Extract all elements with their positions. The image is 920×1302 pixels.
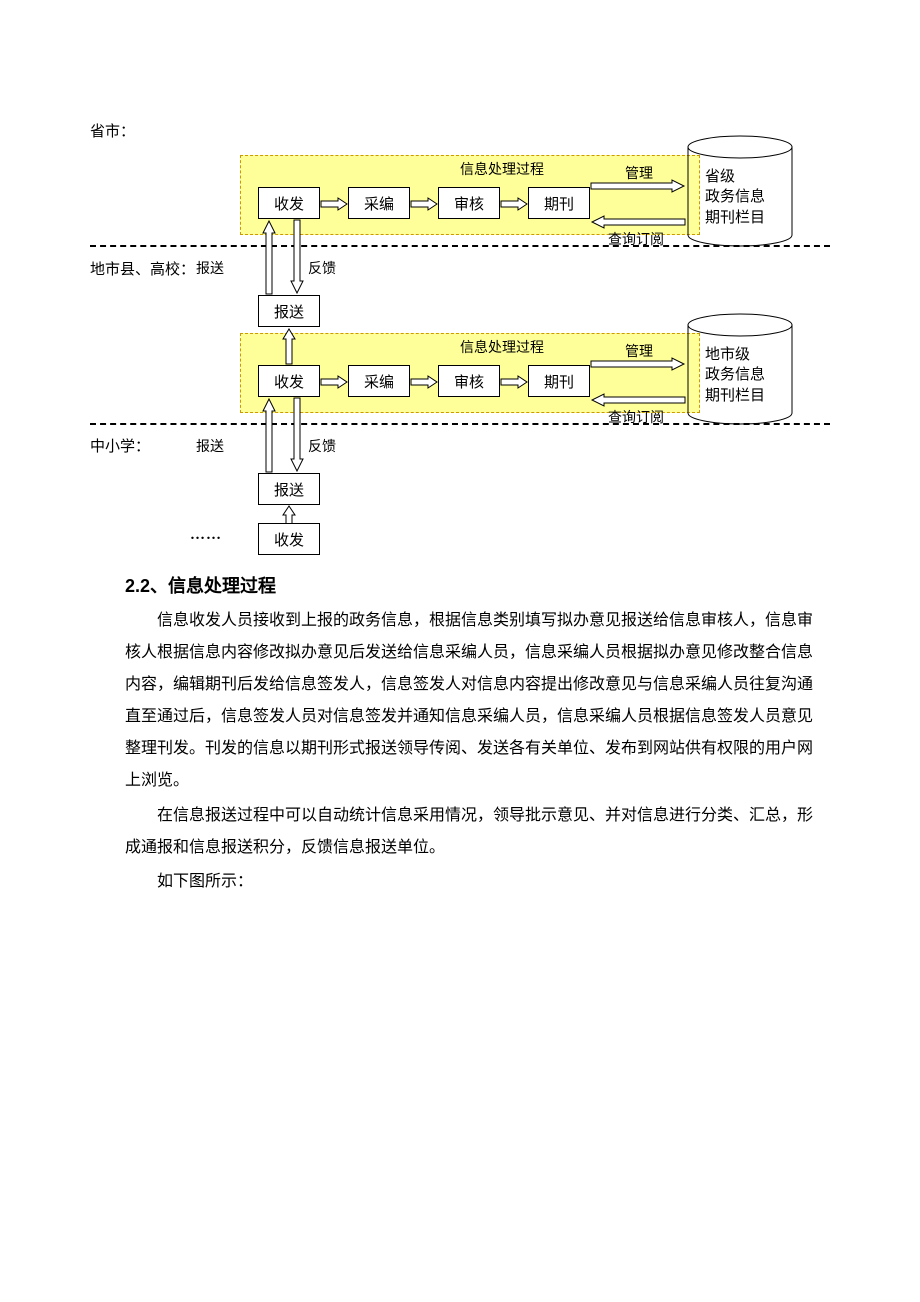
node-review-1: 审核: [438, 187, 500, 219]
arrow-icon: [410, 375, 438, 389]
dash-separator-2: [90, 423, 830, 425]
arrow-icon: [500, 375, 528, 389]
node-recv-1: 收发: [258, 187, 320, 219]
node-edit-2: 采编: [348, 365, 410, 397]
flow-diagram: 信息处理过程 收发 采编 审核 期刊 省级 政务信息 期刊栏目 管理 查询订阅: [90, 115, 830, 555]
node-periodical-1: 期刊: [528, 187, 590, 219]
arrow-icon: [320, 375, 348, 389]
arrow-up-icon: [282, 505, 296, 525]
report-label-2: 报送: [196, 436, 224, 456]
manage-label-2: 管理: [625, 341, 653, 361]
node-edit-1: 采编: [348, 187, 410, 219]
process-title-1: 信息处理过程: [460, 159, 544, 179]
manage-label-1: 管理: [625, 163, 653, 183]
section-heading: 2.2、信息处理过程: [125, 572, 276, 598]
arrow-up-icon: [262, 219, 276, 295]
report-label-1: 报送: [196, 258, 224, 278]
dash-separator-1: [90, 245, 830, 247]
db-provincial: 省级 政务信息 期刊栏目: [685, 135, 795, 250]
paragraph-1: 信息收发人员接收到上报的政务信息，根据信息类别填写拟办意见报送给信息审核人，信息…: [125, 605, 825, 797]
page: 省市： 地市县、高校： 中小学： 信息处理过程 收发 采编 审核 期刊 省级 政…: [0, 0, 920, 1302]
ellipsis: ……: [190, 527, 222, 544]
arrow-down-icon: [290, 219, 304, 295]
feedback-label-1: 反馈: [308, 258, 336, 278]
arrow-icon: [320, 197, 348, 211]
node-periodical-2: 期刊: [528, 365, 590, 397]
feedback-label-2: 反馈: [308, 436, 336, 456]
arrow-left-icon: [590, 215, 686, 229]
arrow-left-icon: [590, 393, 686, 407]
process-title-2: 信息处理过程: [460, 337, 544, 357]
arrow-up-icon: [262, 397, 276, 473]
db-city-text: 地市级 政务信息 期刊栏目: [705, 345, 765, 406]
arrow-up-icon: [282, 327, 296, 365]
db-city: 地市级 政务信息 期刊栏目: [685, 313, 795, 428]
node-submit-1: 报送: [258, 295, 320, 327]
node-review-2: 审核: [438, 365, 500, 397]
node-submit-2: 报送: [258, 473, 320, 505]
db-provincial-text: 省级 政务信息 期刊栏目: [705, 167, 765, 228]
arrow-down-icon: [290, 397, 304, 473]
paragraph-3: 如下图所示：: [125, 866, 825, 898]
arrow-icon: [500, 197, 528, 211]
node-recv-3: 收发: [258, 523, 320, 555]
paragraph-2: 在信息报送过程中可以自动统计信息采用情况，领导批示意见、并对信息进行分类、汇总，…: [125, 800, 825, 864]
arrow-icon: [410, 197, 438, 211]
node-recv-2: 收发: [258, 365, 320, 397]
